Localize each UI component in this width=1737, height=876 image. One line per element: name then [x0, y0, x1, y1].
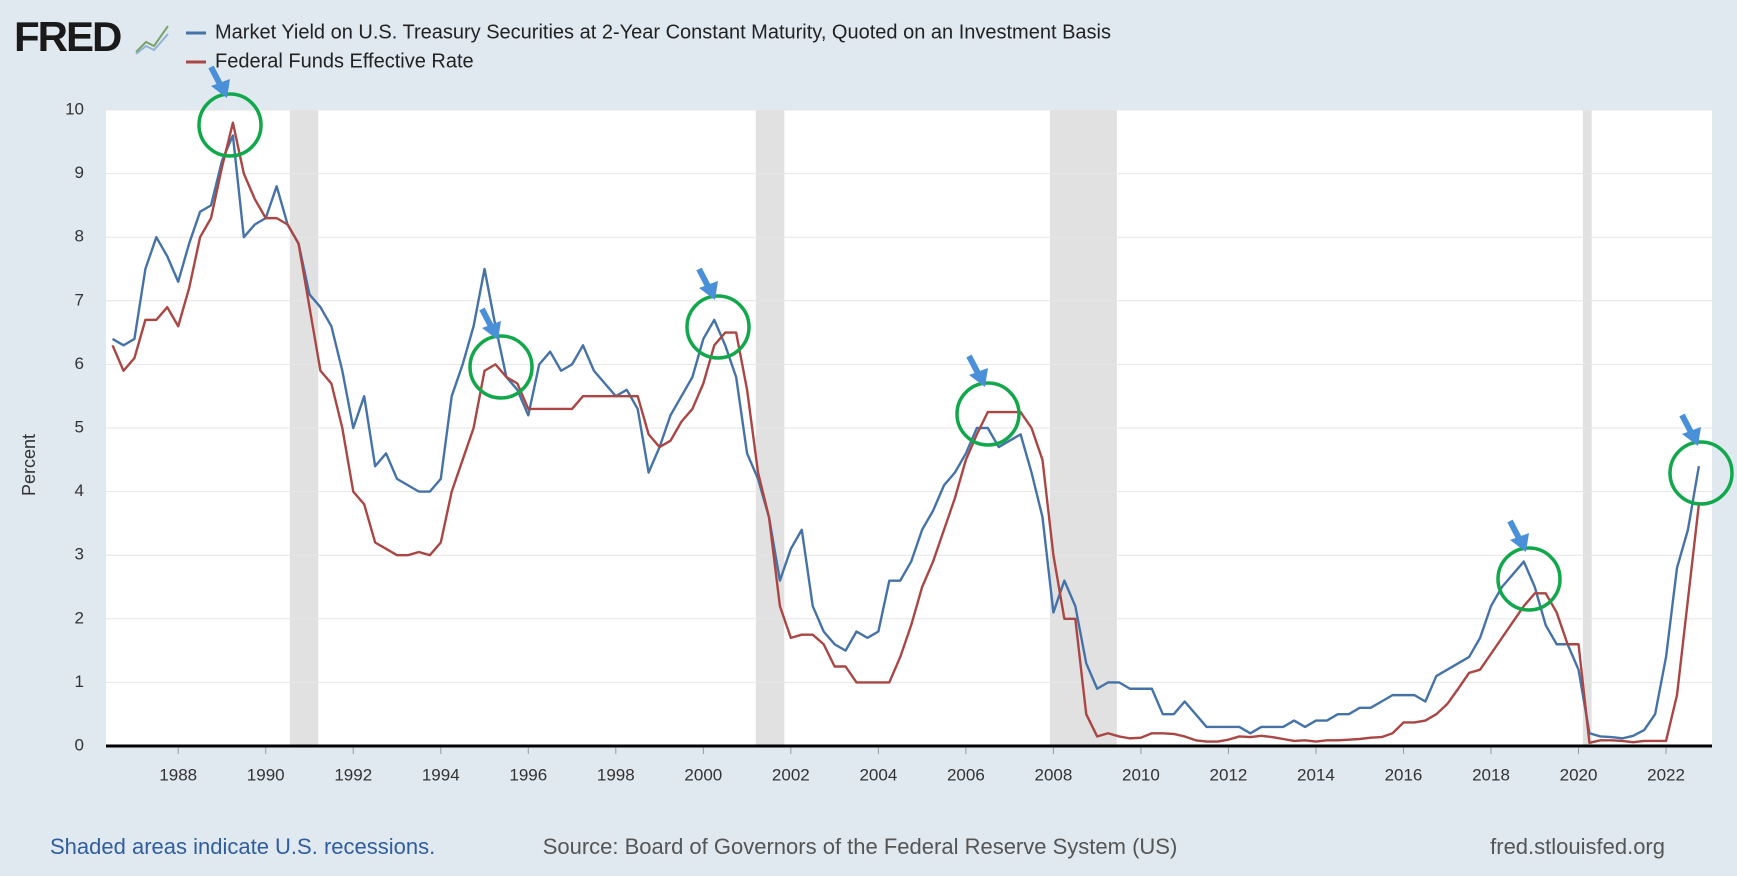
y-tick-label: 2: [75, 608, 84, 627]
logo-text: FRED: [14, 13, 121, 60]
annotation-circle: [1668, 440, 1734, 506]
site: fred.stlouisfed.org: [1490, 834, 1665, 859]
x-tick-label: 2014: [1297, 765, 1335, 784]
annotation-arrowhead: [482, 321, 501, 340]
legend-label: Federal Funds Effective Rate: [215, 50, 474, 72]
x-tick-label: 2006: [947, 765, 985, 784]
y-tick-label: 0: [75, 735, 84, 754]
annotation-circle: [197, 92, 263, 158]
y-tick-label: 6: [75, 354, 84, 373]
x-tick-label: 1988: [159, 765, 197, 784]
annotation-circle: [468, 334, 534, 400]
x-tick-label: 2010: [1122, 765, 1160, 784]
x-tick-label: 2018: [1472, 765, 1510, 784]
series-line: [111, 134, 1701, 740]
x-tick-label: 2000: [684, 765, 722, 784]
x-tick-label: 1998: [597, 765, 635, 784]
legend-label: Market Yield on U.S. Treasury Securities…: [215, 21, 1111, 43]
x-tick-label: 2016: [1385, 765, 1423, 784]
annotation-arrowhead: [1682, 427, 1701, 446]
x-tick-label: 1992: [334, 765, 372, 784]
logo-icon: [135, 25, 169, 53]
y-tick-label: 7: [75, 290, 84, 309]
y-tick-label: 10: [65, 99, 84, 118]
logo: FRED: [14, 13, 169, 60]
x-tick-label: 2012: [1210, 765, 1248, 784]
x-tick-label: 1990: [247, 765, 285, 784]
annotation-arrowhead: [969, 368, 988, 387]
x-tick-label: 2022: [1647, 765, 1685, 784]
x-tick-label: 1994: [422, 765, 460, 784]
y-tick-label: 8: [75, 227, 84, 246]
x-tick-label: 2002: [772, 765, 810, 784]
y-tick-label: 3: [75, 545, 84, 564]
annotation-circle: [955, 381, 1021, 447]
x-tick-label: 1996: [509, 765, 547, 784]
series-line: [111, 121, 1701, 745]
y-tick-label: 9: [75, 163, 84, 182]
annotation-arrowhead: [699, 281, 718, 300]
y-tick-label: 4: [75, 481, 84, 500]
y-axis-label: Percent: [19, 434, 39, 496]
y-tick-label: 5: [75, 417, 84, 436]
logo-icon: [135, 33, 169, 55]
x-tick-label: 2008: [1034, 765, 1072, 784]
recession-note: Shaded areas indicate U.S. recessions.: [50, 834, 435, 859]
x-tick-label: 2004: [859, 765, 897, 784]
annotation-circle: [685, 294, 751, 360]
annotation-circle: [1496, 546, 1562, 612]
y-tick-label: 1: [75, 672, 84, 691]
annotation-arrowhead: [211, 79, 230, 98]
x-tick-label: 2020: [1560, 765, 1598, 784]
annotation-arrowhead: [1510, 533, 1529, 552]
source: Source: Board of Governors of the Federa…: [543, 834, 1178, 859]
